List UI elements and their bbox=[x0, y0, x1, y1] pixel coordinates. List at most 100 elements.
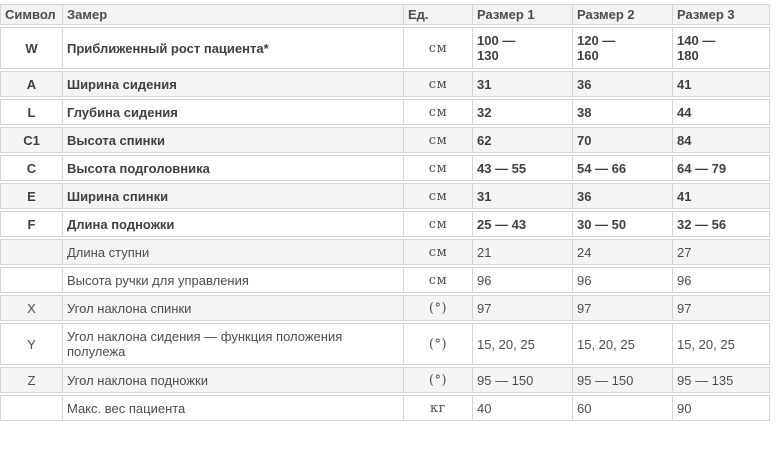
value-size3: 64 — 79 bbox=[673, 155, 770, 181]
table-row-max-weight: Макс. вес пациента кг 40 60 90 bbox=[0, 395, 770, 421]
unit-cell: см bbox=[404, 71, 473, 97]
value-size3: 95 — 135 bbox=[673, 367, 770, 393]
table-row-patient-height: W Приближенный рост пациента* см 100 — 1… bbox=[0, 27, 770, 69]
symbol-cell: X bbox=[0, 295, 63, 321]
measure-label: Глубина сидения bbox=[63, 99, 404, 125]
unit-cell: (°) bbox=[404, 367, 473, 393]
column-header-symbol: Символ bbox=[0, 4, 63, 25]
table-row-back-width: E Ширина спинки см 31 36 41 bbox=[0, 183, 770, 209]
table-row-backrest-angle: X Угол наклона спинки (°) 97 97 97 bbox=[0, 295, 770, 321]
symbol-cell: F bbox=[0, 211, 63, 237]
column-header-unit: Ед. bbox=[404, 4, 473, 25]
value-size3: 32 — 56 bbox=[673, 211, 770, 237]
symbol-cell: A bbox=[0, 71, 63, 97]
measure-label: Угол наклона подножки bbox=[63, 367, 404, 393]
value-size2: 38 bbox=[573, 99, 673, 125]
measure-label: Ширина сидения bbox=[63, 71, 404, 97]
value-size3: 84 bbox=[673, 127, 770, 153]
column-header-measure: Замер bbox=[63, 4, 404, 25]
table-row-foot-length: Длина ступни см 21 24 27 bbox=[0, 239, 770, 265]
unit-cell: см bbox=[404, 27, 473, 69]
value-size2: 120 — 160 bbox=[573, 27, 673, 69]
measure-label: Высота подголовника bbox=[63, 155, 404, 181]
value-size2: 95 — 150 bbox=[573, 367, 673, 393]
value-size3: 41 bbox=[673, 71, 770, 97]
unit-cell: см bbox=[404, 183, 473, 209]
unit-cell: см bbox=[404, 267, 473, 293]
value-size1: 15, 20, 25 bbox=[473, 323, 573, 365]
value-size2: 70 bbox=[573, 127, 673, 153]
symbol-cell: E bbox=[0, 183, 63, 209]
symbol-cell: C bbox=[0, 155, 63, 181]
value-size1: 95 — 150 bbox=[473, 367, 573, 393]
value-size3: 27 bbox=[673, 239, 770, 265]
unit-cell: см bbox=[404, 99, 473, 125]
value-size1: 31 bbox=[473, 71, 573, 97]
table-row-seat-depth: L Глубина сидения см 32 38 44 bbox=[0, 99, 770, 125]
value-size1: 62 bbox=[473, 127, 573, 153]
symbol-cell bbox=[0, 267, 63, 293]
unit-cell: (°) bbox=[404, 295, 473, 321]
value-size3: 41 bbox=[673, 183, 770, 209]
value-size1: 31 bbox=[473, 183, 573, 209]
value-size2: 15, 20, 25 bbox=[573, 323, 673, 365]
unit-cell: кг bbox=[404, 395, 473, 421]
unit-cell: см bbox=[404, 155, 473, 181]
symbol-cell: L bbox=[0, 99, 63, 125]
value-size2: 30 — 50 bbox=[573, 211, 673, 237]
value-size2: 97 bbox=[573, 295, 673, 321]
symbol-cell: C1 bbox=[0, 127, 63, 153]
measure-label: Приближенный рост пациента* bbox=[63, 27, 404, 69]
measure-label: Угол наклона спинки bbox=[63, 295, 404, 321]
measure-label: Высота спинки bbox=[63, 127, 404, 153]
header-row: Символ Замер Ед. Размер 1 Размер 2 Разме… bbox=[0, 4, 770, 25]
measure-label: Угол наклона сидения — функция положения… bbox=[63, 323, 404, 365]
value-size3: 96 bbox=[673, 267, 770, 293]
size-spec-table: Символ Замер Ед. Размер 1 Размер 2 Разме… bbox=[0, 2, 770, 423]
value-size1: 32 bbox=[473, 99, 573, 125]
symbol-cell: Y bbox=[0, 323, 63, 365]
value-size2: 60 bbox=[573, 395, 673, 421]
value-size3: 97 bbox=[673, 295, 770, 321]
value-size2: 96 bbox=[573, 267, 673, 293]
value-size3: 140 — 180 bbox=[673, 27, 770, 69]
table-row-seat-angle: Y Угол наклона сидения — функция положен… bbox=[0, 323, 770, 365]
table-row-handle-height: Высота ручки для управления см 96 96 96 bbox=[0, 267, 770, 293]
symbol-cell bbox=[0, 239, 63, 265]
value-size3: 90 bbox=[673, 395, 770, 421]
value-size2: 54 — 66 bbox=[573, 155, 673, 181]
value-size1: 25 — 43 bbox=[473, 211, 573, 237]
table-row-footrest-length: F Длина подножки см 25 — 43 30 — 50 32 —… bbox=[0, 211, 770, 237]
measure-label: Высота ручки для управления bbox=[63, 267, 404, 293]
table-row-seat-width: A Ширина сидения см 31 36 41 bbox=[0, 71, 770, 97]
table-row-headrest-height: C Высота подголовника см 43 — 55 54 — 66… bbox=[0, 155, 770, 181]
measure-label: Ширина спинки bbox=[63, 183, 404, 209]
symbol-cell: W bbox=[0, 27, 63, 69]
value-size2: 24 bbox=[573, 239, 673, 265]
column-header-size3: Размер 3 bbox=[673, 4, 770, 25]
measure-label: Длина ступни bbox=[63, 239, 404, 265]
measure-label: Длина подножки bbox=[63, 211, 404, 237]
table-row-footrest-angle: Z Угол наклона подножки (°) 95 — 150 95 … bbox=[0, 367, 770, 393]
value-size2: 36 bbox=[573, 183, 673, 209]
value-size1: 43 — 55 bbox=[473, 155, 573, 181]
unit-cell: см bbox=[404, 127, 473, 153]
value-size1: 40 bbox=[473, 395, 573, 421]
value-size3: 44 bbox=[673, 99, 770, 125]
value-size1: 97 bbox=[473, 295, 573, 321]
value-size1: 96 bbox=[473, 267, 573, 293]
measure-label: Макс. вес пациента bbox=[63, 395, 404, 421]
column-header-size1: Размер 1 bbox=[473, 4, 573, 25]
unit-cell: см bbox=[404, 239, 473, 265]
value-size1: 100 — 130 bbox=[473, 27, 573, 69]
symbol-cell bbox=[0, 395, 63, 421]
column-header-size2: Размер 2 bbox=[573, 4, 673, 25]
value-size3: 15, 20, 25 bbox=[673, 323, 770, 365]
value-size2: 36 bbox=[573, 71, 673, 97]
value-size1: 21 bbox=[473, 239, 573, 265]
unit-cell: (°) bbox=[404, 323, 473, 365]
unit-cell: см bbox=[404, 211, 473, 237]
table-row-backrest-height: C1 Высота спинки см 62 70 84 bbox=[0, 127, 770, 153]
symbol-cell: Z bbox=[0, 367, 63, 393]
